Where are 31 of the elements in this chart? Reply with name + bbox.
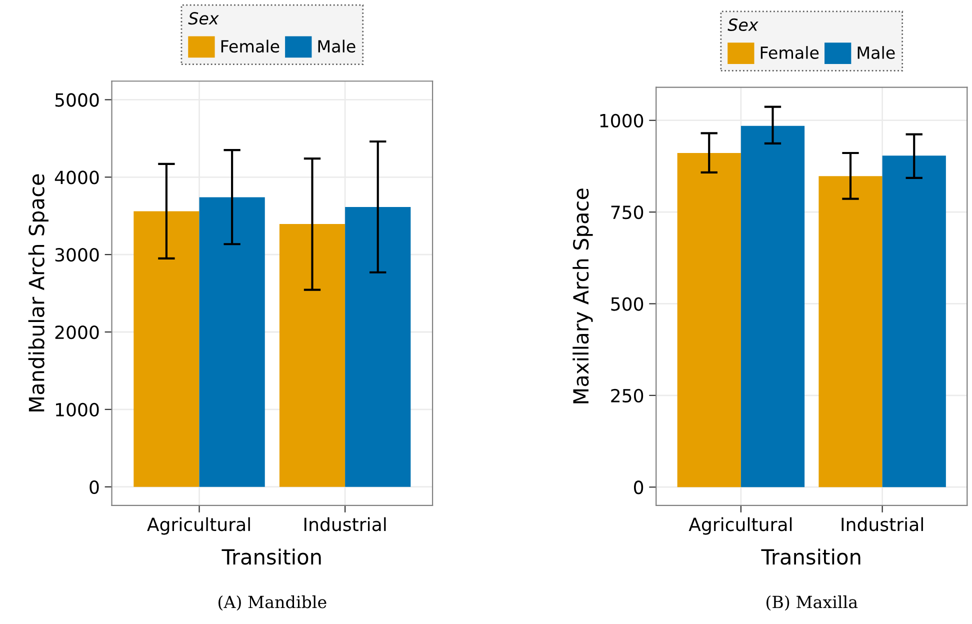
y-tick-label: 1000 [600, 114, 644, 128]
y-tick-label: 3000 [55, 248, 99, 262]
y-axis-title: Maxillary Arch Space [572, 188, 593, 404]
y-tick-label: 250 [611, 388, 644, 403]
text: (A) Mandible [218, 595, 326, 611]
x-tick-label: Agricultural [688, 517, 792, 535]
bar [279, 224, 346, 487]
y-tick-label: 5000 [55, 93, 99, 107]
x-tick-label: Agricultural [147, 517, 250, 535]
y-tick-label: 750 [611, 206, 644, 220]
y-tick-label: 2000 [55, 325, 99, 340]
legend-label: Female [760, 46, 819, 59]
bar [345, 206, 411, 487]
y-axis-title: Mandibular Arch Space [28, 174, 48, 412]
legend-title: Sex [728, 18, 758, 32]
y-tick-label: 0 [634, 480, 644, 494]
y-tick-label: 500 [611, 297, 644, 311]
y-tick-label: 1000 [56, 402, 99, 417]
bar [199, 197, 265, 487]
y-tick-label: 4000 [54, 170, 99, 184]
legend-title: Sex [188, 12, 219, 25]
bar [134, 211, 200, 487]
x-axis-title: Transition [222, 548, 321, 565]
x-tick-label: Industrial [304, 517, 386, 532]
text: (B) Maxilla [766, 595, 858, 611]
x-tick-label: Industrial [842, 517, 923, 532]
legend-label: Male [858, 46, 895, 59]
legend-label: Female [221, 40, 280, 53]
x-axis-title: Transition [761, 548, 860, 565]
legend-label: Male [318, 40, 356, 53]
y-tick-label: 0 [90, 480, 99, 494]
